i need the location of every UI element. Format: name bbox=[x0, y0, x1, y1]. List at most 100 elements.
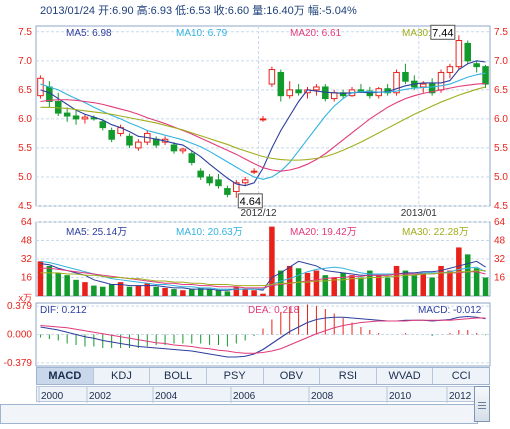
price-tick-left: 6.5 bbox=[18, 85, 32, 96]
candle-body bbox=[135, 141, 142, 149]
price-tick-right: 6.0 bbox=[494, 114, 508, 125]
price-tick-right: 7.5 bbox=[494, 27, 508, 38]
volume-bar bbox=[126, 286, 133, 296]
candle-body bbox=[197, 170, 204, 178]
volume-bar bbox=[91, 285, 97, 296]
volume-bar bbox=[64, 275, 70, 296]
price-legend-item: MA10: 6.79 bbox=[176, 28, 228, 39]
macd-tick-left: 0.000 bbox=[7, 330, 32, 341]
volume-bar bbox=[464, 254, 471, 296]
tab-obv[interactable]: OBV bbox=[264, 368, 321, 384]
tab-kdj[interactable]: KDJ bbox=[94, 368, 151, 384]
candle-body bbox=[224, 188, 231, 195]
volume-tick-left: 48 bbox=[21, 236, 33, 247]
volume-bar bbox=[215, 290, 222, 296]
volume-bar bbox=[438, 265, 444, 296]
price-tick-left: 6.0 bbox=[18, 114, 32, 125]
volume-bar bbox=[82, 282, 88, 296]
volume-bar bbox=[367, 270, 373, 296]
tab-psy[interactable]: PSY bbox=[207, 368, 264, 384]
candle-body bbox=[455, 40, 463, 68]
volume-tick-right: 32 bbox=[494, 254, 506, 265]
header-quote: 2013/01/24 开:6.90 高:6.93 低:6.53 收:6.60 量… bbox=[40, 3, 357, 17]
volume-bar bbox=[304, 272, 311, 296]
navigator-year-label: 2010 bbox=[389, 391, 412, 402]
price-ma10-line bbox=[40, 72, 486, 180]
volume-bar bbox=[429, 277, 435, 296]
volume-tick-right: 64 bbox=[494, 217, 506, 228]
price-ma5-line bbox=[40, 60, 486, 187]
volume-bar bbox=[393, 265, 400, 296]
candle-body bbox=[99, 121, 107, 129]
volume-vma20-line bbox=[40, 267, 486, 289]
grip-line bbox=[478, 408, 486, 409]
navigator-year-label: 2012 bbox=[449, 391, 472, 402]
candle-body bbox=[428, 83, 436, 94]
tab-macd[interactable]: MACD bbox=[37, 368, 94, 384]
price-tick-left: 5.5 bbox=[18, 143, 32, 154]
tab-boll[interactable]: BOLL bbox=[150, 368, 207, 384]
high-callout-label: 7.44 bbox=[432, 27, 453, 39]
volume-bar bbox=[331, 277, 337, 296]
navigator-year-label: 2008 bbox=[311, 391, 334, 402]
timeline-drag-handle[interactable] bbox=[474, 386, 490, 422]
tab-wvad[interactable]: WVAD bbox=[377, 368, 434, 384]
candle-body bbox=[473, 63, 480, 68]
macd-tick-left: -0.379 bbox=[4, 358, 33, 369]
candle-body bbox=[339, 92, 347, 97]
tab-rsi[interactable]: RSI bbox=[320, 368, 377, 384]
candle-body bbox=[259, 118, 267, 121]
volume-bar bbox=[108, 284, 115, 296]
volume-bar bbox=[384, 277, 391, 296]
volume-bar bbox=[162, 287, 168, 296]
price-tick-right: 6.5 bbox=[494, 85, 508, 96]
candle-body bbox=[268, 69, 276, 85]
candle-body bbox=[215, 179, 222, 187]
volume-unit-label: x万 bbox=[18, 293, 32, 303]
candle-body bbox=[170, 144, 178, 152]
volume-bar bbox=[180, 290, 186, 296]
volume-vma5-line bbox=[40, 260, 486, 291]
candle-body bbox=[446, 66, 454, 73]
price-ma30-line bbox=[40, 86, 486, 161]
timeline-scrollbar[interactable] bbox=[0, 404, 478, 424]
candle-body bbox=[313, 86, 320, 91]
candle-body bbox=[206, 176, 213, 184]
volume-bar bbox=[269, 226, 275, 296]
volume-bar bbox=[135, 285, 142, 296]
price-tick-left: 5.0 bbox=[18, 172, 32, 183]
volume-bar bbox=[197, 287, 204, 296]
volume-bar bbox=[117, 282, 124, 296]
volume-bar bbox=[171, 289, 177, 296]
candle-body bbox=[277, 71, 285, 97]
volume-bar bbox=[411, 275, 418, 296]
candle-body bbox=[464, 42, 472, 62]
price-tick-right: 7.0 bbox=[494, 56, 508, 67]
volume-bar bbox=[349, 275, 355, 296]
timeline-navigator[interactable]: 2000 2002 2004 2006 2008 2010 2012 bbox=[36, 386, 490, 403]
candle-body bbox=[393, 71, 400, 94]
macd-legend-item: DIF: 0.212 bbox=[40, 305, 87, 316]
candle-body bbox=[330, 92, 338, 100]
tab-cci[interactable]: CCI bbox=[451, 370, 471, 382]
volume-bar bbox=[420, 272, 426, 296]
candle-body bbox=[366, 90, 374, 97]
volume-tick-left: 16 bbox=[21, 273, 33, 284]
candle-body bbox=[188, 153, 196, 163]
volume-vma30-line bbox=[40, 270, 486, 287]
navigator-year-label: 2000 bbox=[41, 391, 64, 402]
high-callout-box bbox=[430, 24, 456, 40]
volume-bar bbox=[144, 283, 151, 296]
candle-body bbox=[179, 148, 187, 152]
candle-body bbox=[295, 89, 302, 94]
volume-bar bbox=[189, 289, 195, 296]
price-tick-right: 5.5 bbox=[494, 143, 508, 154]
volume-bar bbox=[224, 291, 231, 296]
navigator-year-label: 2004 bbox=[155, 391, 178, 402]
price-legend-item: MA5: 6.98 bbox=[66, 28, 112, 39]
volume-tick-left: 32 bbox=[21, 254, 33, 265]
price-ma20-line bbox=[40, 82, 486, 172]
volume-legend-item: MA10: 20.63万 bbox=[176, 227, 243, 238]
